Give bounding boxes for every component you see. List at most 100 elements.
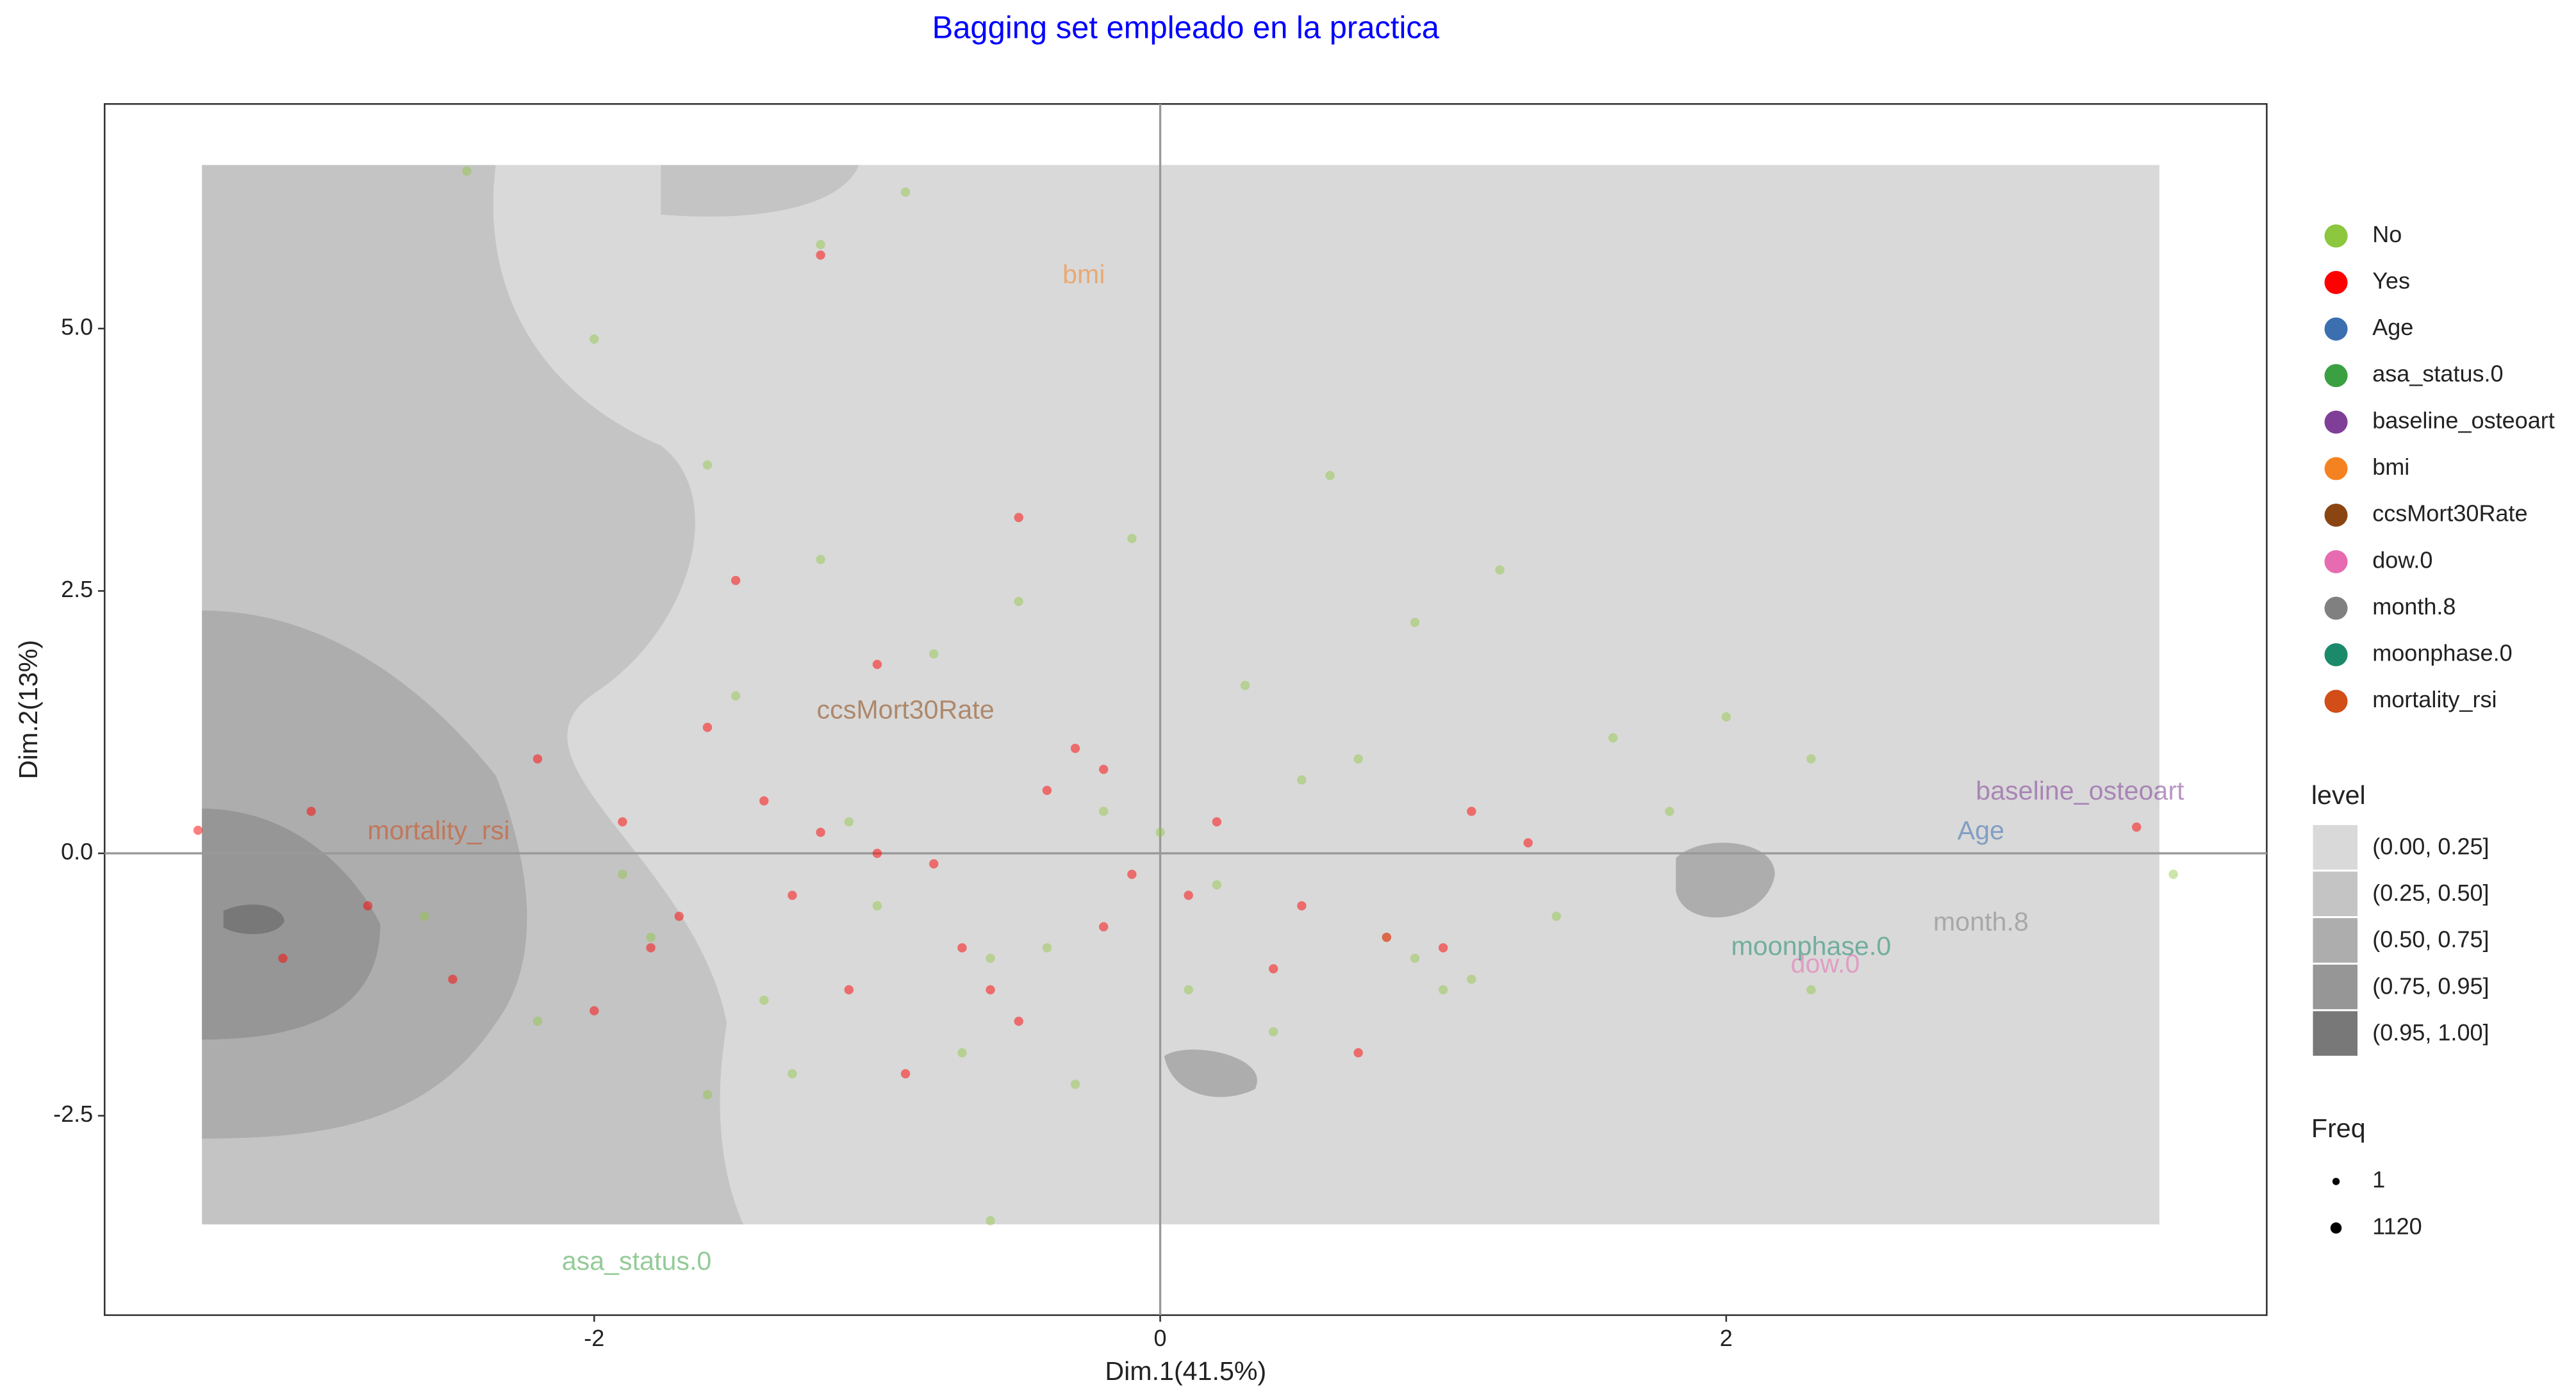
point bbox=[1099, 922, 1109, 932]
legend-marker bbox=[2324, 410, 2348, 434]
legend-marker bbox=[2324, 270, 2348, 294]
legend-marker bbox=[2324, 364, 2348, 388]
point bbox=[731, 575, 741, 586]
point bbox=[759, 996, 769, 1005]
variable-label: baseline_osteoart bbox=[1976, 776, 2184, 805]
point bbox=[1127, 534, 1137, 543]
legend-label: (0.25, 0.50] bbox=[2372, 880, 2489, 906]
x-tick-label: 2 bbox=[1720, 1325, 1733, 1351]
point bbox=[1184, 891, 1193, 900]
point bbox=[900, 1069, 911, 1079]
point bbox=[646, 943, 656, 953]
variable-label: ccsMort30Rate bbox=[817, 695, 995, 725]
legend-marker bbox=[2324, 504, 2348, 527]
y-tick-label: 0.0 bbox=[61, 838, 93, 864]
contour bbox=[1676, 842, 1775, 918]
legend-size-marker bbox=[2332, 1178, 2340, 1185]
legend-title: level bbox=[2311, 780, 2366, 810]
point bbox=[816, 250, 825, 260]
legend-swatch bbox=[2313, 918, 2358, 963]
variable-label: dow.0 bbox=[1791, 949, 1860, 978]
point bbox=[193, 825, 203, 835]
point bbox=[1212, 880, 1222, 890]
point bbox=[1155, 827, 1165, 837]
point bbox=[1014, 1016, 1023, 1026]
point bbox=[1070, 743, 1080, 753]
legend-label: month.8 bbox=[2372, 593, 2456, 620]
variable-label: asa_status.0 bbox=[562, 1246, 712, 1276]
point bbox=[420, 912, 429, 921]
variable-label: bmi bbox=[1062, 259, 1105, 289]
legend-label: (0.50, 0.75] bbox=[2372, 926, 2489, 953]
legend-marker bbox=[2324, 550, 2348, 573]
point bbox=[618, 817, 627, 827]
point bbox=[1438, 943, 1448, 953]
point bbox=[929, 649, 939, 659]
point bbox=[533, 754, 543, 764]
point bbox=[844, 817, 854, 827]
point bbox=[674, 912, 684, 921]
point bbox=[1410, 618, 1420, 627]
point bbox=[278, 953, 288, 964]
point bbox=[1382, 932, 1392, 942]
legend-label: (0.00, 0.25] bbox=[2372, 833, 2489, 859]
point bbox=[1184, 985, 1193, 995]
point bbox=[1269, 964, 1278, 974]
point bbox=[1014, 513, 1023, 522]
point bbox=[986, 953, 995, 964]
point bbox=[1240, 680, 1250, 691]
point bbox=[1551, 912, 1562, 921]
point bbox=[590, 1006, 599, 1015]
point bbox=[1721, 712, 1731, 722]
legend-label: moonphase.0 bbox=[2372, 640, 2512, 666]
point bbox=[2168, 869, 2178, 879]
point bbox=[1665, 807, 1674, 816]
point bbox=[1014, 596, 1023, 607]
y-tick-label: -2.5 bbox=[53, 1101, 93, 1127]
legend-label: Yes bbox=[2372, 267, 2410, 293]
point bbox=[1070, 1080, 1080, 1089]
point bbox=[788, 891, 797, 900]
legend-label: 1 bbox=[2372, 1167, 2385, 1193]
legend-label: Age bbox=[2372, 314, 2413, 340]
legend-marker bbox=[2324, 643, 2348, 667]
legend-label: bmi bbox=[2372, 454, 2409, 480]
point bbox=[1438, 985, 1448, 995]
variable-label: month.8 bbox=[1933, 907, 2029, 937]
point bbox=[1269, 1027, 1278, 1037]
point bbox=[448, 974, 458, 984]
legend-size-marker bbox=[2330, 1222, 2342, 1234]
point bbox=[462, 166, 472, 176]
point bbox=[702, 723, 713, 732]
point bbox=[872, 848, 882, 858]
point bbox=[1042, 943, 1052, 953]
point bbox=[363, 901, 373, 911]
legend-marker bbox=[2324, 689, 2348, 713]
point bbox=[1353, 1048, 1363, 1058]
point bbox=[1608, 733, 1618, 743]
y-tick-label: 5.0 bbox=[61, 313, 93, 340]
point bbox=[1467, 974, 1476, 984]
point bbox=[900, 187, 911, 197]
legend-label: ccsMort30Rate bbox=[2372, 500, 2527, 527]
point bbox=[759, 796, 769, 806]
variable-label: Age bbox=[1958, 816, 2004, 845]
chart-title: Bagging set empleado en la practica bbox=[932, 10, 1440, 45]
variable-label: moonphase.0 bbox=[1731, 931, 1891, 960]
point bbox=[306, 807, 316, 816]
point bbox=[816, 240, 825, 250]
point bbox=[618, 869, 627, 879]
point bbox=[957, 943, 967, 953]
legend-swatch bbox=[2313, 964, 2358, 1010]
contour bbox=[223, 904, 285, 935]
point bbox=[1495, 565, 1505, 575]
point bbox=[1806, 754, 1816, 764]
x-tick-label: -2 bbox=[584, 1325, 604, 1351]
legend-label: No bbox=[2372, 221, 2402, 247]
legend-marker bbox=[2324, 596, 2348, 620]
point bbox=[2131, 822, 2142, 832]
variable-label: mortality_rsi bbox=[367, 816, 509, 845]
legend-swatch bbox=[2313, 871, 2358, 917]
legend-label: (0.75, 0.95] bbox=[2372, 973, 2489, 999]
